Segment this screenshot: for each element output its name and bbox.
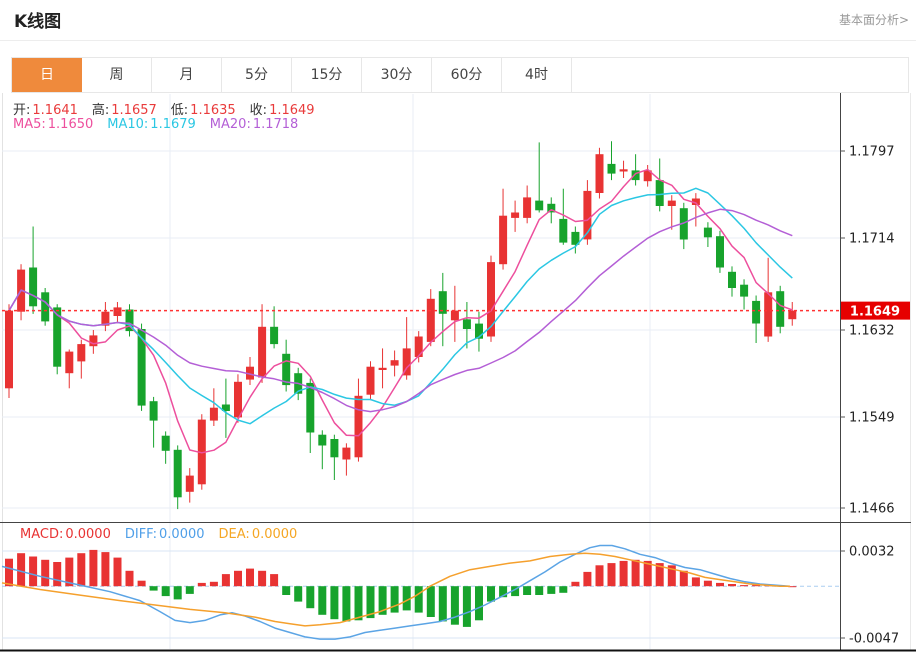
diff-line	[1, 544, 791, 640]
ohlc-legend: 开: 1.1641 高: 1.1657 低: 1.1635 收: 1.1649	[13, 99, 329, 118]
tab-interval-0[interactable]: 日	[12, 58, 82, 92]
price-axis-label-2: 1.1632	[849, 324, 895, 339]
price-axis-label-3: 1.1549	[849, 411, 895, 426]
ohlc-row-item-0: 开: 1.1641	[13, 103, 78, 118]
macd-row-item-1: DIFF: 0.0000	[124, 527, 205, 542]
ma10-line	[8, 187, 793, 425]
price-axis-label-1: 1.1714	[849, 232, 895, 247]
candlestick-layer	[5, 141, 797, 510]
tab-interval-4[interactable]: 15分	[292, 58, 362, 92]
fundamental-analysis-link[interactable]: 基本面分析>	[838, 13, 909, 27]
ma-row-item-1: MA10: 1.1679	[107, 117, 196, 132]
ma20-line	[8, 208, 793, 413]
ohlc-row-item-2: 低: 1.1635	[170, 103, 236, 118]
macd-axis-label-1: -0.0047	[849, 632, 899, 647]
tab-interval-1[interactable]: 周	[82, 58, 152, 92]
page-title: K线图	[14, 12, 62, 32]
current-price-badge	[841, 301, 910, 320]
price-axis-label-0: 1.1797	[849, 145, 895, 160]
tab-interval-5[interactable]: 30分	[362, 58, 432, 92]
interval-tabbar: 日周月 5分 15分 30分 60分 4时	[11, 57, 909, 93]
macd-legend: MACD: 0.0000 DIFF: 0.0000 DEA: 0.0000	[20, 527, 311, 542]
macd-axis-label-0: 0.0032	[849, 545, 895, 560]
macd-histogram	[5, 549, 797, 627]
title-divider	[0, 40, 916, 41]
ohlc-row-item-3: 收: 1.1649	[249, 103, 315, 118]
tab-interval-6[interactable]: 60分	[432, 58, 502, 92]
current-price-badge-text: 1.1649	[850, 305, 900, 320]
macd-row-item-0: MACD: 0.0000	[20, 527, 111, 542]
tab-interval-3[interactable]: 5分	[222, 58, 292, 92]
macd-row-item-2: DEA: 0.0000	[218, 527, 298, 542]
tab-interval-2[interactable]: 月	[152, 58, 222, 92]
ma-legend: MA5: 1.1650 MA10: 1.1679 MA20: 1.1718	[13, 117, 312, 132]
price-axis-label-4: 1.1466	[849, 502, 895, 517]
ma-row-item-2: MA20: 1.1718	[209, 117, 299, 132]
dea-line	[1, 552, 790, 627]
ohlc-row-item-1: 高: 1.1657	[91, 103, 157, 118]
tab-interval-7[interactable]: 4时	[502, 58, 572, 92]
ma-row-item-0: MA5: 1.1650	[13, 117, 94, 132]
